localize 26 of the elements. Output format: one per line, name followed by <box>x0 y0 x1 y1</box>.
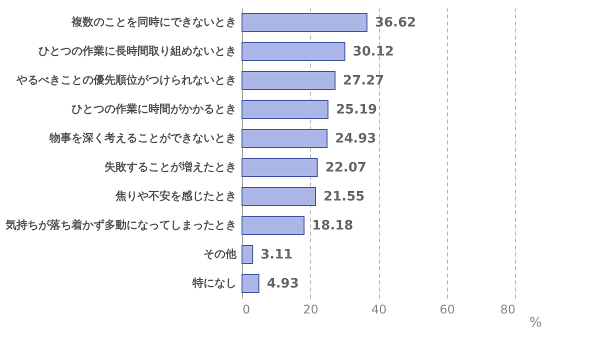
y-tick-label: 気持ちが落ち着かず多動になってしまったとき <box>4 218 236 232</box>
y-tick-label: ひとつの作業に時間がかかるとき <box>72 102 236 116</box>
x-tick-label: 0 <box>242 302 250 316</box>
data-label: 25.19 <box>336 102 378 118</box>
y-tick-label: 複数のことを同時にできないとき <box>70 16 236 28</box>
y-tick-label: その他 <box>204 248 238 260</box>
data-label: 21.55 <box>324 190 365 204</box>
data-label: 22.07 <box>325 160 366 176</box>
x-tick-label: 80 <box>500 302 516 316</box>
y-tick-label: 失敗することが増えたとき <box>104 160 236 174</box>
data-label: 30.12 <box>352 44 394 60</box>
data-label: 3.11 <box>260 248 293 262</box>
y-tick-label: 焦りや不安を感じたとき <box>114 190 236 202</box>
x-tick-label: 20 <box>303 302 318 316</box>
x-tick-label: 40 <box>371 302 387 316</box>
y-tick-label: ひとつの作業に長時間取り組めないとき <box>38 44 236 58</box>
y-tick-label: 特になし <box>192 276 236 290</box>
data-label: 18.18 <box>312 218 354 234</box>
y-tick-label: 物事を深く考えることができないとき <box>48 132 236 144</box>
y-tick-label: やるべきことの優先順位がつけられないとき <box>16 74 236 86</box>
data-label: 36.62 <box>374 16 416 30</box>
data-label: 4.93 <box>266 276 299 292</box>
data-label: 24.93 <box>335 132 376 146</box>
x-axis-title: % <box>530 316 542 330</box>
x-tick-label: 60 <box>440 302 455 316</box>
data-label: 27.27 <box>343 74 384 88</box>
